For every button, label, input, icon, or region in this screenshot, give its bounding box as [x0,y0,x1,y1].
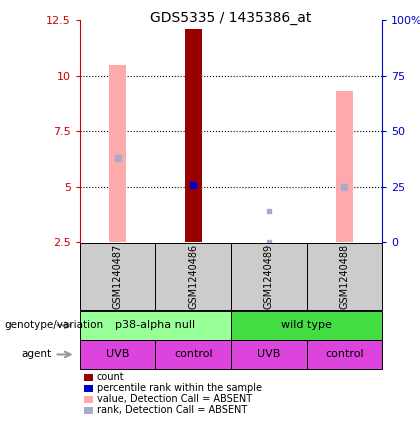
Text: wild type: wild type [281,320,332,330]
Text: count: count [97,372,124,382]
Text: GSM1240488: GSM1240488 [339,244,349,309]
Text: percentile rank within the sample: percentile rank within the sample [97,383,262,393]
Bar [185,29,202,242]
Text: genotype/variation: genotype/variation [4,320,103,330]
Text: control: control [174,349,213,360]
Text: UVB: UVB [106,349,129,360]
Text: GDS5335 / 1435386_at: GDS5335 / 1435386_at [150,11,312,25]
Bar [336,91,353,242]
Text: GSM1240487: GSM1240487 [113,244,123,309]
Text: rank, Detection Call = ABSENT: rank, Detection Call = ABSENT [97,405,247,415]
Text: control: control [325,349,364,360]
Text: GSM1240489: GSM1240489 [264,244,274,309]
Text: p38-alpha null: p38-alpha null [116,320,195,330]
Text: agent: agent [21,349,51,360]
Bar [109,65,126,242]
Text: GSM1240486: GSM1240486 [188,244,198,309]
Text: value, Detection Call = ABSENT: value, Detection Call = ABSENT [97,394,252,404]
Text: UVB: UVB [257,349,281,360]
